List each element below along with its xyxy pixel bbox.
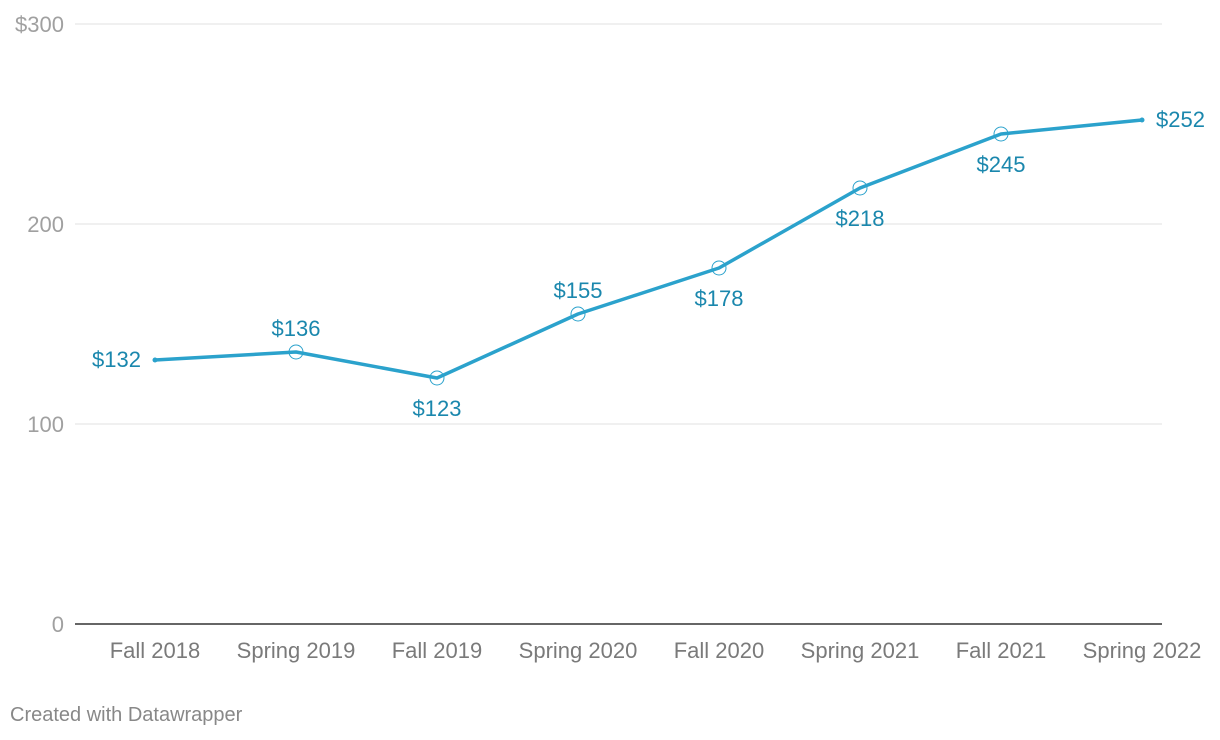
- y-tick-label: 200: [27, 212, 64, 237]
- x-tick-label: Fall 2018: [110, 638, 201, 663]
- x-tick-label: Spring 2019: [237, 638, 356, 663]
- credit-text: Created with Datawrapper: [10, 704, 243, 726]
- data-point: [852, 180, 868, 196]
- x-tick-label: Spring 2022: [1083, 638, 1202, 663]
- x-axis-ticks: Fall 2018 Spring 2019 Fall 2019 Spring 2020…: [110, 638, 1202, 663]
- data-label: $178: [695, 286, 744, 311]
- data-points: [152, 117, 1145, 386]
- data-point: [1139, 117, 1145, 123]
- data-label: $252: [1156, 107, 1205, 132]
- data-point: [288, 344, 304, 360]
- gridlines: [75, 23, 1162, 425]
- data-label: $218: [836, 206, 885, 231]
- x-tick-label: Fall 2021: [956, 638, 1047, 663]
- y-tick-label: 0: [52, 612, 64, 637]
- data-label: $136: [272, 316, 321, 341]
- x-tick-label: Fall 2020: [674, 638, 765, 663]
- data-point: [429, 370, 445, 386]
- data-point: [570, 306, 586, 322]
- x-tick-label: Fall 2019: [392, 638, 483, 663]
- data-point: [993, 126, 1009, 142]
- data-labels: $132 $136 $123 $155 $178 $218 $245 $252: [92, 107, 1205, 421]
- y-tick-label: 100: [27, 412, 64, 437]
- data-label: $245: [977, 152, 1026, 177]
- data-point: [152, 357, 158, 363]
- y-axis-ticks: 0 100 200 $300: [15, 12, 64, 637]
- series-line: [153, 118, 1144, 380]
- data-label: $132: [92, 347, 141, 372]
- data-label: $123: [413, 396, 462, 421]
- x-tick-label: Spring 2020: [519, 638, 638, 663]
- x-tick-label: Spring 2021: [801, 638, 920, 663]
- data-label: $155: [554, 278, 603, 303]
- data-point: [711, 260, 727, 276]
- y-tick-label: $300: [15, 12, 64, 37]
